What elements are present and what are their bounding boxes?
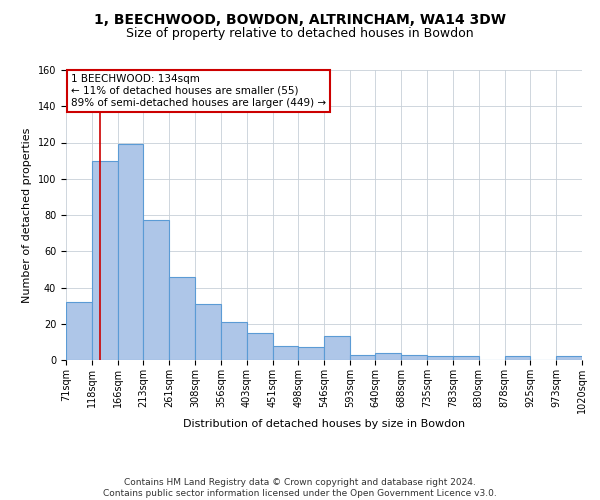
Bar: [118, 144, 143, 360]
Bar: [143, 220, 169, 360]
Bar: [169, 276, 195, 360]
Bar: [272, 346, 298, 360]
X-axis label: Distribution of detached houses by size in Bowdon: Distribution of detached houses by size …: [183, 418, 465, 428]
Bar: [453, 356, 479, 360]
Text: Contains HM Land Registry data © Crown copyright and database right 2024.
Contai: Contains HM Land Registry data © Crown c…: [103, 478, 497, 498]
Bar: [221, 322, 247, 360]
Bar: [66, 302, 92, 360]
Bar: [92, 160, 118, 360]
Bar: [247, 333, 272, 360]
Bar: [427, 356, 453, 360]
Bar: [401, 354, 427, 360]
Text: Size of property relative to detached houses in Bowdon: Size of property relative to detached ho…: [126, 28, 474, 40]
Bar: [376, 353, 401, 360]
Text: 1 BEECHWOOD: 134sqm
← 11% of detached houses are smaller (55)
89% of semi-detach: 1 BEECHWOOD: 134sqm ← 11% of detached ho…: [71, 74, 326, 108]
Bar: [556, 356, 582, 360]
Bar: [195, 304, 221, 360]
Bar: [298, 348, 324, 360]
Bar: [324, 336, 350, 360]
Bar: [350, 354, 376, 360]
Y-axis label: Number of detached properties: Number of detached properties: [22, 128, 32, 302]
Text: 1, BEECHWOOD, BOWDON, ALTRINCHAM, WA14 3DW: 1, BEECHWOOD, BOWDON, ALTRINCHAM, WA14 3…: [94, 12, 506, 26]
Bar: [505, 356, 530, 360]
